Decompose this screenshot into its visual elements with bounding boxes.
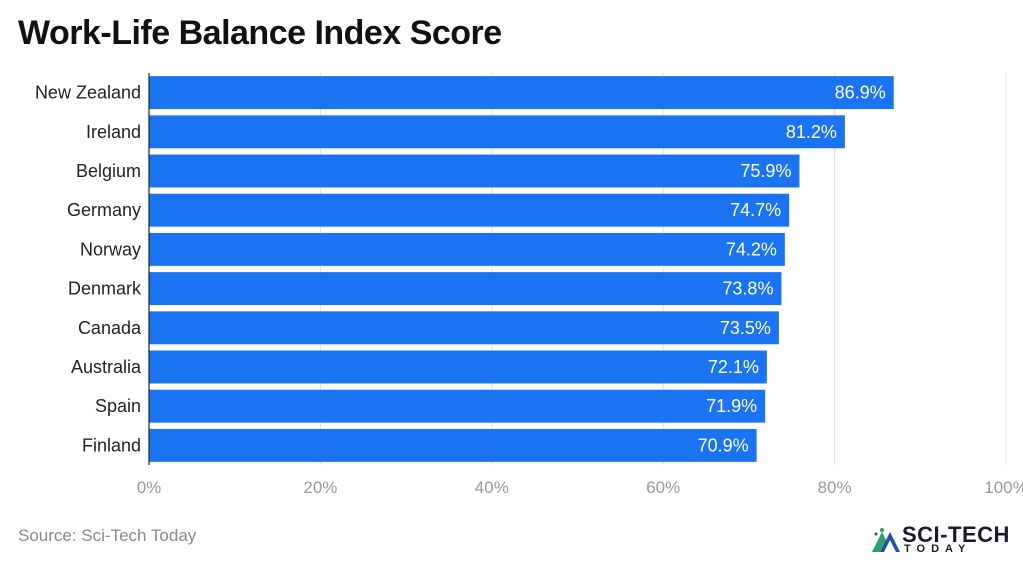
logo-mark-icon bbox=[872, 528, 900, 552]
category-label: Finland bbox=[82, 435, 141, 455]
value-label: 73.5% bbox=[720, 318, 771, 338]
value-label: 73.8% bbox=[722, 279, 773, 299]
category-label: Canada bbox=[78, 318, 142, 338]
category-label: Norway bbox=[80, 239, 141, 259]
x-tick-label: 40% bbox=[475, 478, 509, 497]
category-label: Spain bbox=[95, 396, 141, 416]
value-label: 70.9% bbox=[698, 435, 749, 455]
source-note: Source: Sci-Tech Today bbox=[18, 526, 197, 545]
bar bbox=[149, 428, 757, 462]
value-label: 75.9% bbox=[740, 161, 791, 181]
bar bbox=[149, 389, 766, 423]
bars bbox=[149, 76, 894, 462]
value-label: 72.1% bbox=[708, 357, 759, 377]
bar bbox=[149, 272, 782, 306]
bar bbox=[149, 154, 800, 188]
value-label: 71.9% bbox=[706, 396, 757, 416]
category-label: Germany bbox=[67, 200, 141, 220]
logo-text-main: SCI-TECH bbox=[902, 522, 1010, 547]
category-label: Ireland bbox=[86, 122, 141, 142]
x-tick-label: 80% bbox=[818, 478, 852, 497]
category-label: Denmark bbox=[68, 279, 142, 299]
bar bbox=[149, 311, 779, 345]
bar bbox=[149, 76, 894, 110]
bar bbox=[149, 350, 767, 384]
logo-text-sub: TODAY bbox=[904, 543, 972, 555]
brand-logo: SCI-TECH TODAY bbox=[868, 522, 1018, 558]
chart-title: Work-Life Balance Index Score bbox=[18, 14, 502, 52]
value-label: 74.2% bbox=[726, 239, 777, 259]
category-label: New Zealand bbox=[35, 83, 141, 103]
bar bbox=[149, 115, 845, 149]
x-tick-labels: 0% 20% 40% 60% 80% 100% bbox=[137, 478, 1023, 497]
x-tick-label: 0% bbox=[137, 478, 162, 497]
category-labels: New Zealand Ireland Belgium Germany Norway De… bbox=[35, 83, 142, 456]
value-label: 81.2% bbox=[786, 122, 837, 142]
value-label: 86.9% bbox=[835, 83, 886, 103]
bar bbox=[149, 232, 785, 266]
x-tick-label: 100% bbox=[984, 478, 1023, 497]
category-label: Belgium bbox=[76, 161, 141, 181]
x-tick-label: 60% bbox=[646, 478, 680, 497]
category-label: Australia bbox=[71, 357, 142, 377]
bar-chart: New Zealand Ireland Belgium Germany Norway De… bbox=[35, 73, 1023, 497]
bar bbox=[149, 193, 790, 227]
value-labels: 86.9% 81.2% 75.9% 74.7% 74.2% 73.8% 73.5% 72.1%… bbox=[698, 83, 886, 456]
value-label: 74.7% bbox=[730, 200, 781, 220]
x-tick-label: 20% bbox=[303, 478, 337, 497]
